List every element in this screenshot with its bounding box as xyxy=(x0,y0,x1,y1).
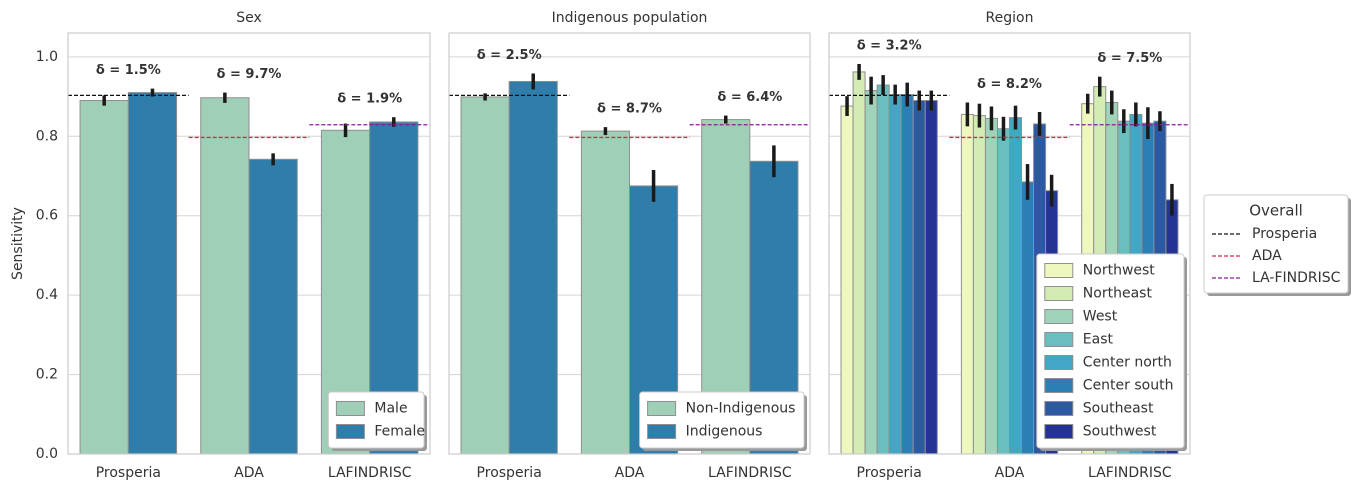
y-tick-label: 0.6 xyxy=(36,208,58,224)
y-tick-label: 0.8 xyxy=(36,128,58,144)
delta-label: δ = 8.2% xyxy=(977,77,1042,92)
x-tick-label: LAFINDRISC xyxy=(708,465,792,480)
bar xyxy=(900,94,914,455)
legend-swatch xyxy=(1044,424,1074,439)
y-tick-label: 1.0 xyxy=(36,49,58,65)
legend-label: Male xyxy=(374,401,407,417)
legend-swatch xyxy=(647,424,677,439)
bar xyxy=(200,97,250,455)
delta-label: δ = 6.4% xyxy=(717,90,782,105)
bar xyxy=(876,84,890,455)
panel-title: Region xyxy=(986,10,1034,26)
y-tick-label: 0.4 xyxy=(36,287,58,303)
panel-frame xyxy=(67,32,431,455)
x-tick-label: LAFINDRISC xyxy=(328,465,412,480)
y-tick-label: 0.0 xyxy=(36,446,58,462)
bar xyxy=(888,94,902,455)
x-tick-label: LAFINDRISC xyxy=(1088,465,1172,480)
panel-frame xyxy=(828,32,1191,455)
panel-frame xyxy=(448,32,811,455)
legend-label: Indigenous xyxy=(686,424,763,440)
x-tick-label: Prosperia xyxy=(857,465,922,480)
legend-label: Non-Indigenous xyxy=(686,401,796,417)
legend-swatch xyxy=(1044,355,1074,370)
bar xyxy=(864,90,878,455)
legend-swatch xyxy=(1044,332,1074,347)
legend-swatch xyxy=(335,424,365,439)
legend-swatch xyxy=(1044,309,1074,324)
bar xyxy=(984,117,998,455)
bar xyxy=(972,115,986,455)
bar xyxy=(127,92,178,455)
legend-swatch xyxy=(1044,401,1074,416)
legend-label: ADA xyxy=(1252,248,1282,264)
delta-label: δ = 3.2% xyxy=(857,38,922,53)
legend-title: Overall xyxy=(1249,202,1303,220)
legend-box xyxy=(1203,194,1349,294)
bar xyxy=(960,113,974,455)
legend-label: Northeast xyxy=(1083,286,1153,302)
legend-swatch xyxy=(1044,378,1074,393)
legend-label: Center south xyxy=(1083,378,1174,394)
bar xyxy=(840,105,854,455)
panel-title: Sex xyxy=(236,10,262,26)
legend-swatch xyxy=(1044,286,1074,301)
bar xyxy=(1021,181,1035,455)
bar xyxy=(924,100,938,455)
legend-label: Northwest xyxy=(1083,263,1156,279)
bar xyxy=(1009,117,1023,455)
legend-label: Southwest xyxy=(1083,424,1157,440)
bar xyxy=(460,96,510,455)
delta-label: δ = 2.5% xyxy=(477,48,542,63)
panel-title: Indigenous population xyxy=(552,10,708,26)
legend-label: Female xyxy=(374,424,425,440)
legend-label: LA-FINDRISC xyxy=(1252,270,1341,286)
legend-swatch xyxy=(1044,263,1074,278)
x-tick-label: ADA xyxy=(995,465,1025,480)
legend-swatch xyxy=(335,401,365,416)
x-tick-label: ADA xyxy=(615,465,645,480)
bar xyxy=(852,71,866,455)
delta-label: δ = 9.7% xyxy=(217,67,282,82)
bar xyxy=(912,100,926,455)
delta-label: δ = 1.5% xyxy=(96,63,161,78)
legend-label: Southeast xyxy=(1083,401,1154,417)
delta-label: δ = 8.7% xyxy=(597,102,662,117)
legend-swatch xyxy=(647,401,677,416)
bar xyxy=(580,130,630,455)
legend-box xyxy=(639,391,805,449)
legend-label: Center north xyxy=(1083,355,1172,371)
legend-label: East xyxy=(1083,332,1114,348)
legend-box xyxy=(1036,253,1185,449)
legend-label: Prosperia xyxy=(1252,226,1317,242)
delta-label: δ = 7.5% xyxy=(1097,51,1162,66)
x-tick-label: ADA xyxy=(234,465,264,480)
delta-label: δ = 1.9% xyxy=(337,92,402,107)
bar xyxy=(508,80,558,455)
bar xyxy=(996,128,1011,455)
x-tick-label: Prosperia xyxy=(477,465,542,480)
bar xyxy=(248,158,298,455)
bar xyxy=(79,100,129,455)
legend-label: West xyxy=(1083,309,1118,325)
x-tick-label: Prosperia xyxy=(96,465,161,480)
y-tick-label: 0.2 xyxy=(36,367,58,383)
y-axis-label: Sensitivity xyxy=(10,207,26,280)
